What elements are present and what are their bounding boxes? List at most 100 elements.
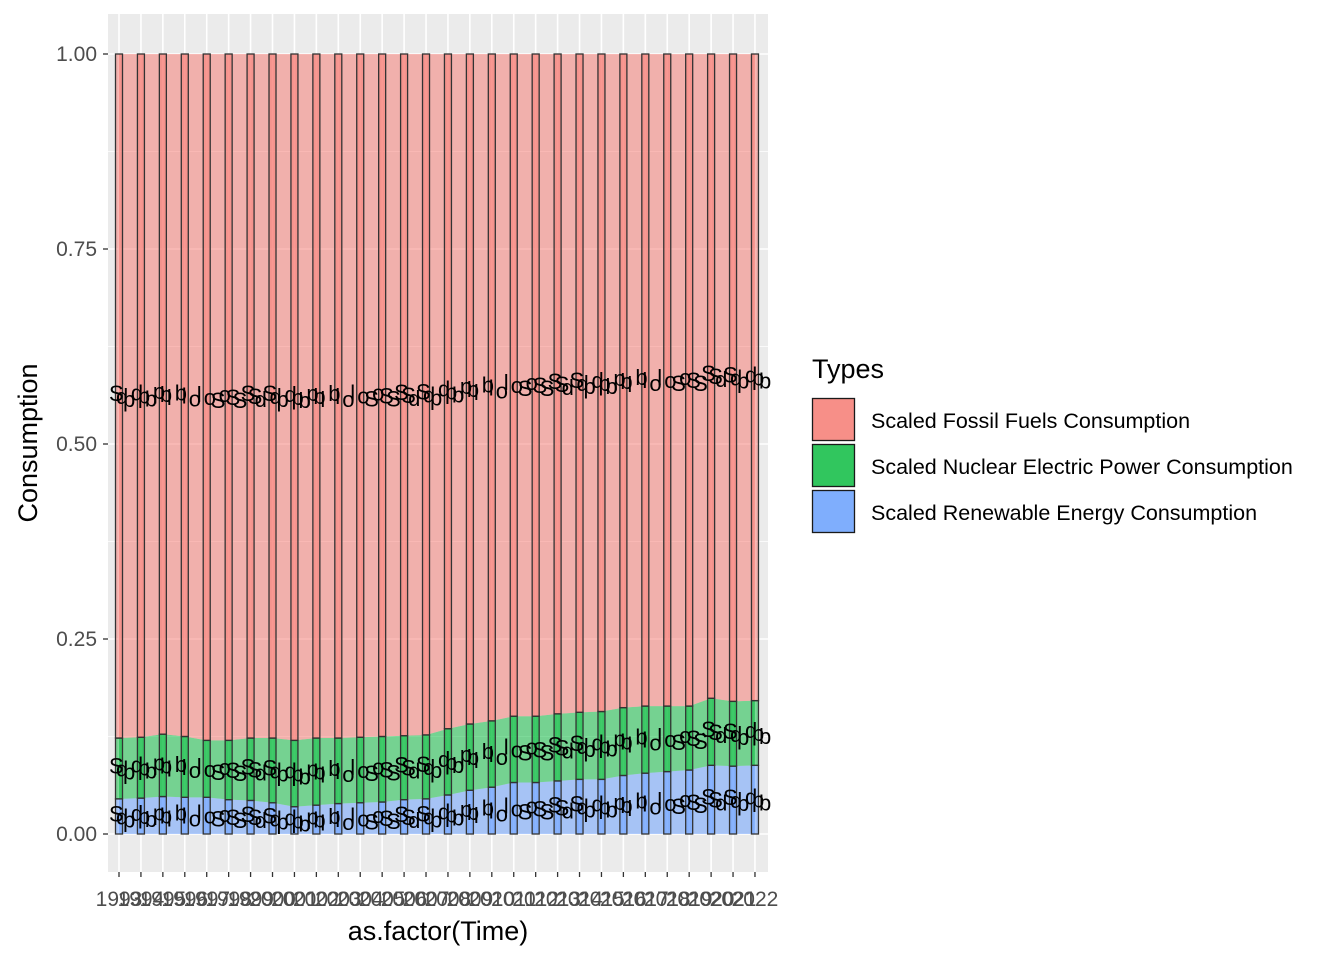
overlapping-glyph: S bbox=[226, 758, 241, 783]
overlapping-glyph: S bbox=[701, 785, 716, 810]
overlapping-glyph: S bbox=[548, 369, 563, 394]
overlapping-glyph: b bbox=[160, 753, 172, 778]
overlapping-glyph: p bbox=[277, 387, 289, 412]
overlapping-glyph: S bbox=[394, 802, 409, 827]
overlapping-glyph: S bbox=[364, 761, 379, 786]
legend-label: Scaled Fossil Fuels Consumption bbox=[871, 409, 1190, 433]
x-tick-label: 2007 bbox=[403, 888, 450, 911]
overlapping-glyph: o bbox=[649, 795, 661, 820]
overlapping-glyph: l bbox=[320, 387, 325, 412]
overlapping-glyph: o bbox=[372, 803, 384, 828]
x-tick-label: 1995 bbox=[140, 888, 187, 911]
overlapping-glyph: b bbox=[298, 811, 310, 836]
overlapping-glyph: l bbox=[350, 755, 355, 780]
overlapping-glyph: o bbox=[496, 802, 508, 827]
overlapping-glyph: p bbox=[752, 365, 764, 390]
overlapping-glyph: o bbox=[189, 807, 201, 832]
x-tick-label: 2014 bbox=[556, 888, 603, 911]
overlapping-glyph: o bbox=[204, 385, 216, 410]
overlapping-glyph: p bbox=[153, 750, 165, 775]
x-tick-label: 2018 bbox=[644, 888, 691, 911]
x-tick-label: 2013 bbox=[534, 888, 581, 911]
overlapping-glyph: l bbox=[182, 755, 187, 780]
overlapping-glyph: d bbox=[562, 738, 574, 763]
overlapping-glyph: S bbox=[401, 756, 416, 781]
overlapping-glyph: b bbox=[759, 368, 771, 393]
overlapping-glyph: b bbox=[452, 806, 464, 831]
y-tick-label: 0.50 bbox=[56, 433, 97, 456]
overlapping-glyph: o bbox=[496, 745, 508, 770]
overlapping-glyph: b bbox=[298, 765, 310, 790]
overlapping-glyph: l bbox=[350, 381, 355, 406]
overlapping-glyph: S bbox=[570, 368, 585, 393]
overlapping-glyph: b bbox=[467, 745, 479, 770]
overlapping-glyph: p bbox=[123, 807, 135, 832]
x-tick-label: 2010 bbox=[468, 888, 515, 911]
overlapping-glyph: p bbox=[598, 371, 610, 396]
overlapping-glyph: p bbox=[598, 733, 610, 758]
overlapping-glyph: d bbox=[116, 756, 128, 781]
overlapping-glyph: S bbox=[109, 801, 124, 826]
overlapping-glyph: l bbox=[489, 742, 494, 767]
x-tick-label: 2009 bbox=[447, 888, 494, 911]
overlapping-glyph: d bbox=[255, 760, 267, 785]
overlapping-glyph: b bbox=[482, 372, 494, 397]
overlapping-glyph: o bbox=[342, 387, 354, 412]
overlapping-glyph: S bbox=[211, 388, 226, 413]
overlapping-glyph: p bbox=[584, 737, 596, 762]
overlapping-glyph: p bbox=[584, 374, 596, 399]
overlapping-glyph: l bbox=[489, 799, 494, 824]
overlapping-glyph: S bbox=[708, 720, 723, 745]
x-tick-label: 2017 bbox=[622, 888, 669, 911]
x-tick-label: 1993 bbox=[96, 888, 143, 911]
overlapping-glyph: d bbox=[408, 386, 420, 411]
overlapping-glyph: S bbox=[401, 383, 416, 408]
overlapping-glyph: l bbox=[320, 763, 325, 788]
overlapping-glyph: b bbox=[328, 804, 340, 829]
overlapping-glyph: S bbox=[555, 795, 570, 820]
overlapping-glyph: d bbox=[745, 362, 757, 387]
overlapping-glyph: p bbox=[291, 385, 303, 410]
legend-key bbox=[811, 443, 856, 488]
x-tick-label: 2000 bbox=[249, 888, 296, 911]
overlapping-glyph: l bbox=[335, 759, 340, 784]
overlapping-glyph: b bbox=[313, 760, 325, 785]
area-renewable bbox=[119, 765, 755, 834]
overlapping-glyph: S bbox=[364, 387, 379, 412]
overlapping-glyph: S bbox=[533, 796, 548, 821]
bar-fossil bbox=[641, 53, 650, 707]
overlapping-glyph: b bbox=[160, 382, 172, 407]
bar-fossil bbox=[750, 53, 760, 702]
bar-fossil bbox=[575, 53, 584, 713]
overlapping-glyph: p bbox=[291, 808, 303, 833]
overlapping-glyph: b bbox=[175, 801, 187, 826]
overlapping-glyph: S bbox=[263, 381, 278, 406]
overlapping-glyph: o bbox=[679, 365, 691, 390]
overlapping-glyph: l bbox=[474, 380, 479, 405]
overlapping-glyph: S bbox=[248, 384, 263, 409]
overlapping-glyph: b bbox=[298, 388, 310, 413]
overlapping-glyph: d bbox=[270, 806, 282, 831]
x-tick-label: 2022 bbox=[732, 888, 779, 911]
overlapping-glyph: S bbox=[686, 368, 701, 393]
bar-fossil bbox=[290, 53, 299, 742]
overlapping-glyph: l bbox=[657, 724, 662, 749]
overlapping-glyph: d bbox=[730, 722, 742, 747]
overlapping-glyph: b bbox=[482, 796, 494, 821]
overlapping-glyph: b bbox=[635, 789, 647, 814]
overlapping-glyph: b bbox=[620, 369, 632, 394]
overlapping-glyph: d bbox=[730, 788, 742, 813]
bar-fossil bbox=[180, 53, 189, 738]
overlapping-glyph: S bbox=[416, 379, 431, 404]
overlapping-glyph: d bbox=[715, 367, 727, 392]
x-tick-label: 2011 bbox=[491, 888, 536, 911]
overlapping-glyph: l bbox=[504, 370, 509, 395]
overlapping-glyph: S bbox=[540, 376, 555, 401]
overlapping-glyph: S bbox=[723, 719, 738, 744]
x-tick-label: 1999 bbox=[227, 888, 274, 911]
overlapping-glyph: o bbox=[526, 370, 538, 395]
overlapping-glyph: o bbox=[204, 757, 216, 782]
overlapping-glyph: o bbox=[342, 810, 354, 835]
y-axis-title: Consumption bbox=[13, 363, 43, 522]
